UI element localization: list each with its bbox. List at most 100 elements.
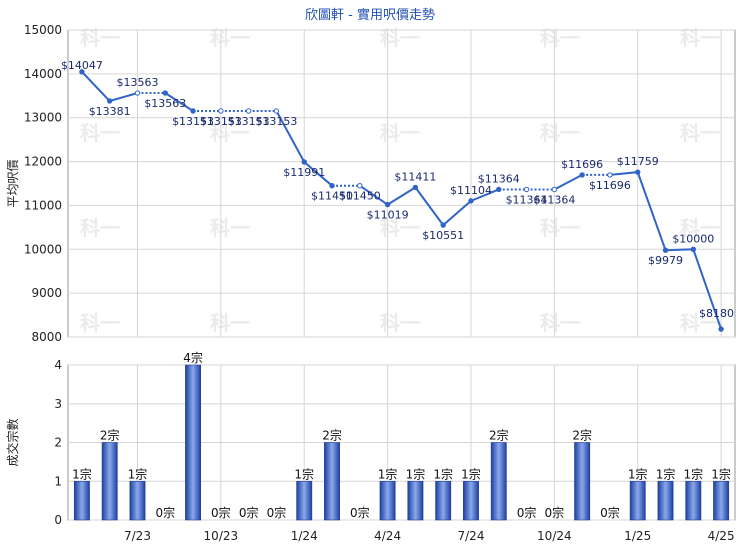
watermark-text: 科一 xyxy=(210,216,250,240)
grid-layer xyxy=(67,29,736,521)
price-line-segment xyxy=(553,174,583,191)
price-point xyxy=(218,108,224,114)
watermark-text: 科一 xyxy=(210,121,250,145)
price-line-segment xyxy=(164,92,194,112)
price-data-label: $13153 xyxy=(228,115,270,128)
price-point xyxy=(245,108,252,114)
count-bar xyxy=(463,480,479,521)
price-y-tick-label: 8000 xyxy=(31,330,62,344)
count-bar-label: 2宗 xyxy=(322,428,342,443)
price-y-tick-label: 15000 xyxy=(24,23,62,37)
watermark-text: 科一 xyxy=(540,121,580,145)
price-data-label: $9979 xyxy=(648,254,683,267)
price-point xyxy=(607,172,613,178)
count-bar-label: 0宗 xyxy=(517,505,537,520)
count-y-tick-label: 3 xyxy=(54,397,62,411)
price-point xyxy=(106,98,113,104)
count-bar xyxy=(657,480,674,521)
x-tick-label: 7/24 xyxy=(458,529,485,543)
count-bar-label: 0宗 xyxy=(350,505,370,520)
price-data-label: $11364 xyxy=(533,193,575,206)
price-y-tick-label: 10000 xyxy=(24,242,62,256)
axis-layer: 15000 14000 13000 12000 11000 10000 9000 8000 平均… xyxy=(5,23,735,543)
count-bar-label: 2宗 xyxy=(572,428,592,443)
count-bar-label: 0宗 xyxy=(211,505,231,520)
count-bar xyxy=(379,480,396,521)
count-bar-label: 1宗 xyxy=(72,466,92,481)
price-point xyxy=(79,69,85,75)
count-bar-label: 1宗 xyxy=(294,466,314,481)
watermark-text: 科一 xyxy=(380,311,420,335)
x-tick-label: 7/23 xyxy=(124,529,151,543)
price-point xyxy=(496,186,502,193)
price-line-segment xyxy=(442,200,472,226)
price-point xyxy=(718,326,724,332)
price-line-segment xyxy=(414,186,444,226)
price-point xyxy=(357,182,363,189)
price-y-tick-label: 13000 xyxy=(24,111,62,125)
price-data-label: $11450 xyxy=(311,190,353,203)
price-data-label: $8180 xyxy=(699,307,734,320)
count-bar xyxy=(296,480,313,521)
price-data-label: $11104 xyxy=(450,184,492,197)
price-point xyxy=(468,198,474,204)
price-point xyxy=(579,172,585,178)
count-bar xyxy=(407,480,424,521)
price-y-axis-label: 平均呎價 xyxy=(6,159,20,207)
price-data-label: $11991 xyxy=(283,166,325,179)
watermark-text: 科一 xyxy=(540,216,580,240)
price-line-segment xyxy=(692,248,723,330)
price-point xyxy=(412,184,419,191)
price-data-label: $13153 xyxy=(200,115,242,128)
price-line-segment xyxy=(470,188,500,202)
price-data-label: $11696 xyxy=(561,158,603,171)
price-data-label: $11759 xyxy=(617,155,659,168)
count-bar xyxy=(574,442,591,521)
price-data-label: $13381 xyxy=(89,105,131,118)
count-bar-label: 1宗 xyxy=(128,466,148,481)
count-bar-label: 0宗 xyxy=(239,505,259,520)
price-data-label: $11450 xyxy=(339,190,381,203)
x-tick-label: 1/24 xyxy=(291,529,318,543)
price-line-segment xyxy=(303,161,333,187)
count-bar-label: 1宗 xyxy=(378,466,398,481)
count-bar xyxy=(324,442,340,521)
count-bar xyxy=(73,480,90,521)
x-tick-label: 4/25 xyxy=(708,529,735,543)
price-point xyxy=(190,108,196,114)
price-y-tick-label: 11000 xyxy=(24,198,62,212)
watermark-text: 科一 xyxy=(380,216,420,240)
watermark-text: 科一 xyxy=(680,311,720,335)
price-data-label: $11411 xyxy=(394,170,436,183)
price-data-label: $14047 xyxy=(61,59,103,72)
line-layer xyxy=(79,69,724,332)
count-y-tick-label: 1 xyxy=(54,474,62,488)
count-bar-label: 0宗 xyxy=(545,505,565,520)
price-y-tick-label: 12000 xyxy=(24,155,62,169)
count-bar-label: 1宗 xyxy=(461,466,481,481)
price-data-label: $11019 xyxy=(367,209,409,222)
watermark-text: 科一 xyxy=(210,311,250,335)
count-bar xyxy=(101,442,118,521)
price-line-segment xyxy=(359,184,389,206)
count-bar-label: 0宗 xyxy=(267,505,287,520)
price-point xyxy=(635,169,641,175)
price-point xyxy=(162,90,168,96)
price-line-segment xyxy=(109,92,138,102)
price-y-tick-label: 9000 xyxy=(31,286,62,300)
watermark-text: 科一 xyxy=(680,216,720,240)
watermark-text: 科一 xyxy=(540,311,580,335)
count-bar-label: 0宗 xyxy=(155,505,175,520)
count-bar-label: 0宗 xyxy=(600,505,620,520)
count-bar xyxy=(185,364,202,521)
count-bar-label: 1宗 xyxy=(628,466,648,481)
count-bar-label: 1宗 xyxy=(433,466,453,481)
bar-layer xyxy=(73,364,730,521)
price-point xyxy=(134,90,141,96)
count-y-axis-label: 成交宗數 xyxy=(5,418,20,466)
count-bar xyxy=(435,480,452,521)
count-y-tick-label: 2 xyxy=(54,436,62,450)
label-layer: 1宗 2宗 1宗 0宗 4宗 0宗 0宗 0宗 1宗 2宗 0宗 1宗 1宗 1宗 1宗 2宗 0宗 0宗 2宗 0宗… xyxy=(61,59,734,520)
